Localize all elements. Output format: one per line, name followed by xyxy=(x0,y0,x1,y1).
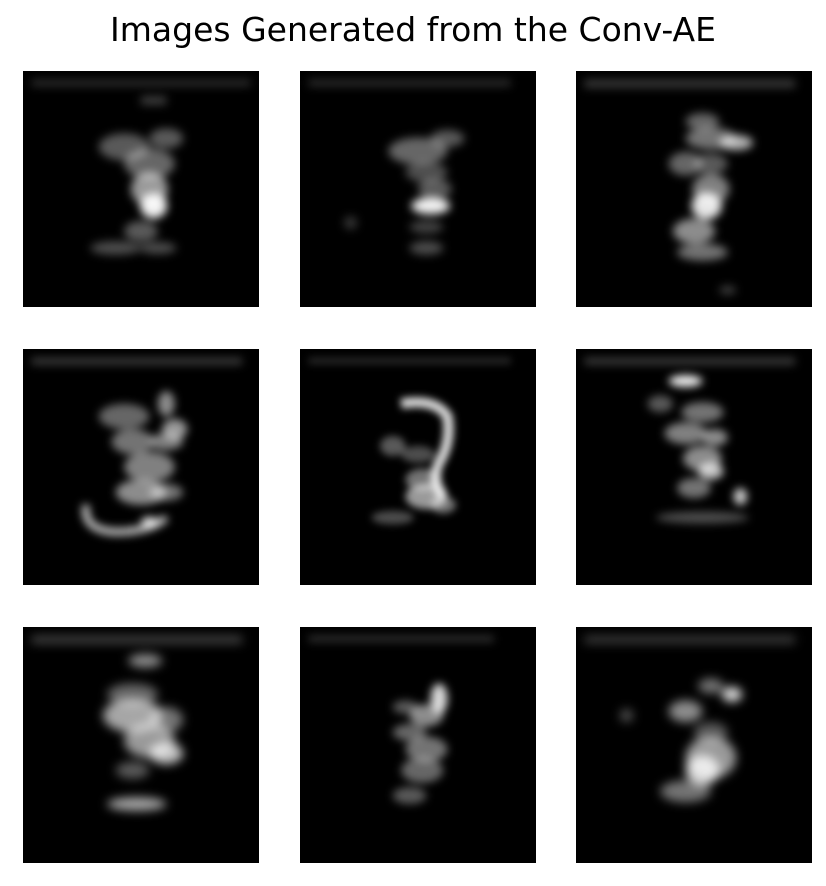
generated-image-3 xyxy=(576,71,812,307)
generated-image-4 xyxy=(23,349,259,585)
generated-image-2 xyxy=(300,71,536,307)
generated-image-6 xyxy=(576,349,812,585)
generated-image-8 xyxy=(300,627,536,863)
generated-image-9 xyxy=(576,627,812,863)
generated-image-1 xyxy=(23,71,259,307)
generated-image-5 xyxy=(300,349,536,585)
generated-image-7 xyxy=(23,627,259,863)
figure-title: Images Generated from the Conv-AE xyxy=(110,10,716,49)
